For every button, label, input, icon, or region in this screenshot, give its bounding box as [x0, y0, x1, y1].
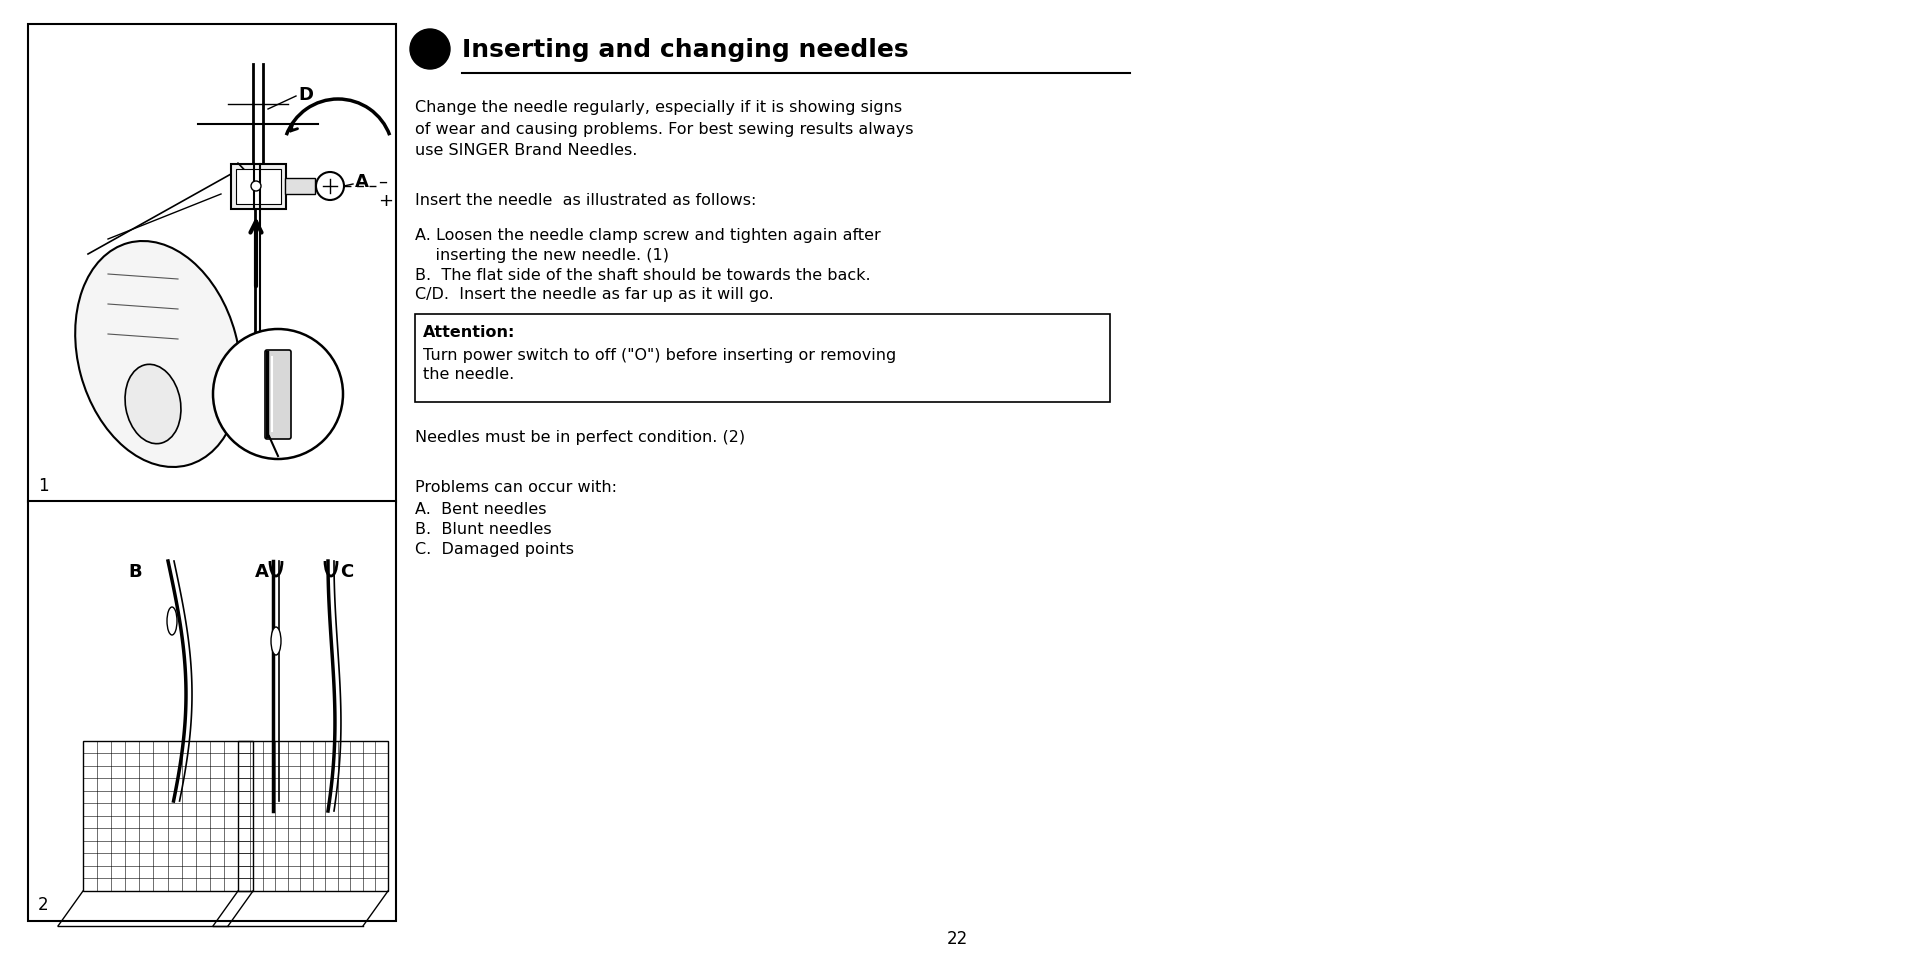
- Text: +: +: [377, 192, 392, 210]
- Ellipse shape: [272, 627, 281, 656]
- Ellipse shape: [167, 607, 176, 636]
- Bar: [232, 165, 285, 210]
- Text: B.  The flat side of the shaft should be towards the back.: B. The flat side of the shaft should be …: [415, 268, 871, 283]
- Text: A: A: [255, 562, 268, 580]
- Text: Change the needle regularly, especially if it is showing signs
of wear and causi: Change the needle regularly, especially …: [415, 100, 913, 158]
- Text: Attention:: Attention:: [423, 325, 515, 339]
- Text: A. Loosen the needle clamp screw and tighten again after: A. Loosen the needle clamp screw and tig…: [415, 228, 880, 243]
- Text: 1: 1: [38, 476, 48, 495]
- Text: 22: 22: [946, 929, 967, 947]
- Text: Insert the needle  as illustrated as follows:: Insert the needle as illustrated as foll…: [415, 193, 756, 208]
- Text: A.  Bent needles: A. Bent needles: [415, 501, 545, 517]
- Text: Needles must be in perfect condition. (2): Needles must be in perfect condition. (2…: [415, 430, 745, 444]
- Text: C/D.  Insert the needle as far up as it will go.: C/D. Insert the needle as far up as it w…: [415, 287, 773, 302]
- Bar: [29, 501, 396, 921]
- Text: B: B: [220, 375, 235, 394]
- Bar: [82, 741, 253, 891]
- Text: Turn power switch to off ("O") before inserting or removing: Turn power switch to off ("O") before in…: [423, 348, 896, 363]
- Text: C: C: [341, 562, 352, 580]
- Ellipse shape: [75, 242, 241, 468]
- Text: inserting the new needle. (1): inserting the new needle. (1): [415, 248, 668, 263]
- Text: B: B: [128, 562, 142, 580]
- Ellipse shape: [255, 371, 260, 385]
- Circle shape: [316, 172, 345, 201]
- Circle shape: [410, 30, 450, 70]
- Circle shape: [251, 182, 260, 192]
- FancyBboxPatch shape: [264, 351, 291, 439]
- Text: Inserting and changing needles: Inserting and changing needles: [461, 38, 907, 62]
- Text: A: A: [354, 172, 369, 191]
- Text: C: C: [270, 418, 283, 436]
- Circle shape: [212, 330, 343, 459]
- Bar: [235, 170, 281, 205]
- Text: GB: GB: [419, 44, 440, 56]
- Bar: [285, 179, 314, 194]
- Text: D: D: [299, 86, 312, 104]
- Bar: [29, 25, 396, 502]
- Text: 2: 2: [38, 895, 48, 913]
- Text: B.  Blunt needles: B. Blunt needles: [415, 521, 551, 537]
- Text: –: –: [377, 172, 387, 191]
- Ellipse shape: [124, 365, 180, 444]
- Text: C.  Damaged points: C. Damaged points: [415, 541, 574, 557]
- Text: the needle.: the needle.: [423, 367, 515, 381]
- Bar: [415, 314, 1110, 402]
- Text: Problems can occur with:: Problems can occur with:: [415, 479, 616, 495]
- Bar: [237, 741, 389, 891]
